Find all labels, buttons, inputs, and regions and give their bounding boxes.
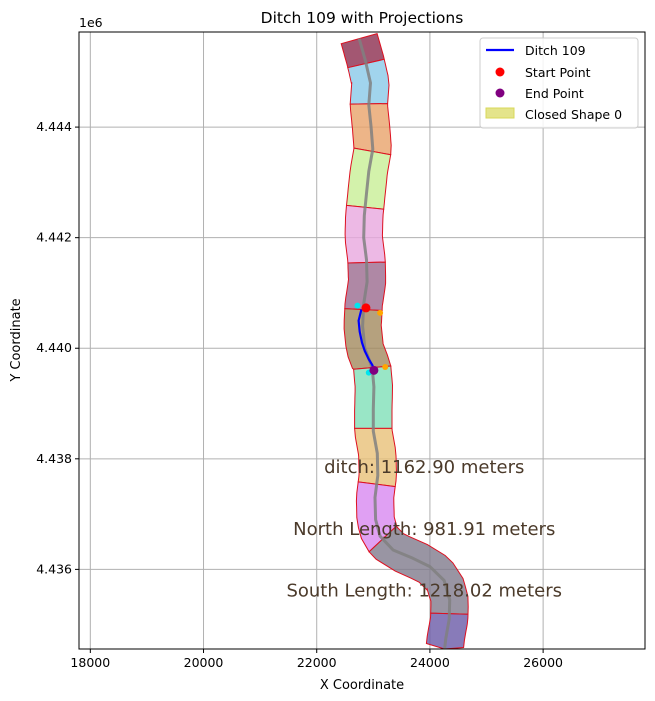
start-point-marker [361,303,371,313]
legend-patch-icon [485,107,515,119]
projection-point [354,302,361,309]
y-axis-offset-label: 1e6 [79,15,103,30]
legend-label-start: Start Point [525,65,591,80]
legend-end-dot-icon [495,88,505,98]
x-tick-label: 26000 [523,655,563,670]
annotation-ditch-length: ditch: 1162.90 meters [324,457,524,478]
legend: Ditch 109 Start Point End Point Closed S… [479,37,639,129]
chart-title: Ditch 109 with Projections [261,9,464,27]
y-tick-label: 4.438 [36,451,72,466]
axis-ticks: 18000 20000 22000 24000 26000 4.436 4.438 4.440… [36,119,563,670]
x-tick-label: 18000 [70,655,110,670]
x-tick-label: 24000 [410,655,450,670]
river-centerline [357,38,452,649]
plot-area [340,32,469,649]
x-tick-label: 22000 [297,655,337,670]
legend-box [479,37,639,129]
legend-label-ditch: Ditch 109 [525,43,586,58]
y-tick-label: 4.436 [36,561,72,576]
plot-frame [78,31,646,650]
annotation-south-length: South Length: 1218.02 meters [286,580,562,601]
end-point-marker [369,365,379,375]
x-axis-title: X Coordinate [320,678,404,693]
centerline-path [357,38,452,649]
annotation-north-length: North Length: 981.91 meters [293,519,555,540]
y-tick-label: 4.440 [36,340,72,355]
x-tick-label: 20000 [184,655,224,670]
projection-point [377,309,384,316]
legend-start-dot-icon [495,67,505,77]
annotations: ditch: 1162.90 meters North Length: 981.… [286,457,562,601]
series-layer [357,309,375,370]
y-tick-label: 4.444 [36,119,72,134]
legend-label-shape: Closed Shape 0 [525,107,622,122]
closed-shapes [340,32,469,649]
y-tick-label: 4.442 [36,230,72,245]
points-layer [354,302,389,376]
y-axis-title: Y Coordinate [9,298,24,382]
projection-point [382,364,389,371]
ditch-109-line [357,309,375,370]
legend-label-end: End Point [525,86,584,101]
